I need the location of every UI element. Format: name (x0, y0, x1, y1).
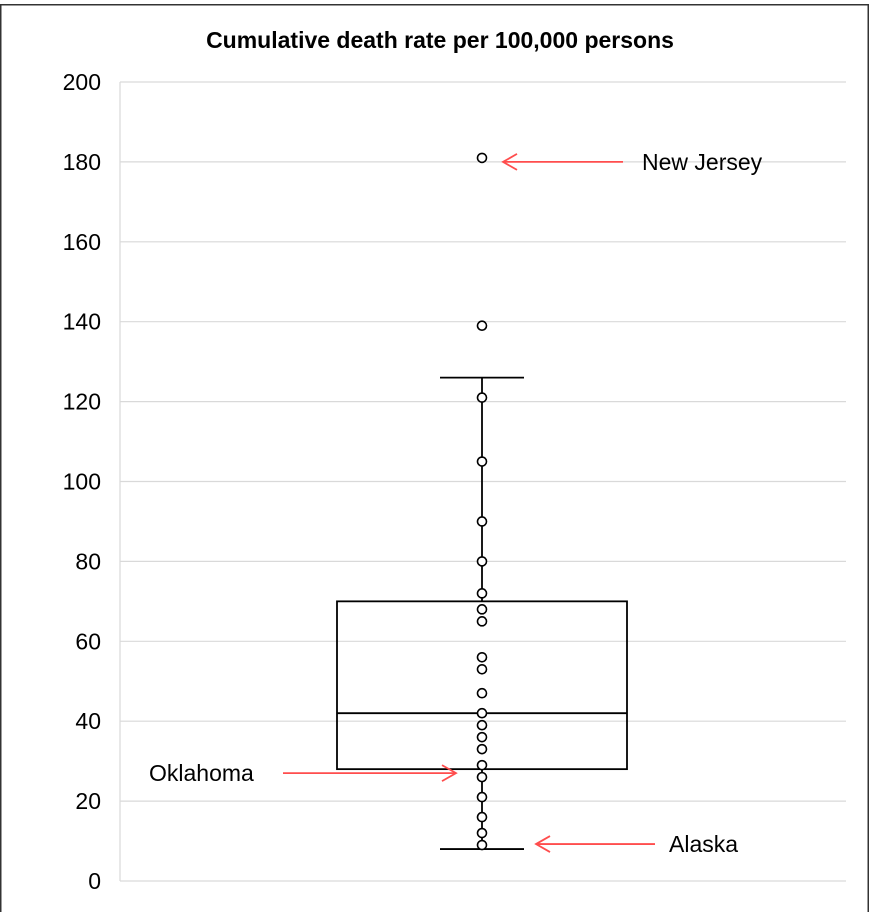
chart-title: Cumulative death rate per 100,000 person… (206, 27, 674, 53)
y-tick-label-60: 60 (75, 628, 101, 654)
data-point-1 (476, 320, 488, 331)
data-point-7 (476, 604, 488, 615)
data-points (476, 152, 488, 851)
annotation-alaska: Alaska (534, 831, 738, 857)
y-axis-tick-labels: 0 20 40 60 80 100 120 140 160 180 200 (63, 69, 101, 894)
data-point-11 (476, 687, 488, 699)
y-tick-label-180: 180 (63, 149, 101, 175)
data-point-20 (476, 827, 488, 839)
data-point-17 (476, 771, 488, 783)
annotation-arrowhead-new-jersey (501, 153, 518, 171)
y-tick-label-140: 140 (63, 309, 101, 335)
y-tick-label-200: 200 (63, 69, 101, 95)
y-tick-label-40: 40 (75, 708, 101, 734)
annotation-arrowhead-alaska (534, 835, 551, 853)
y-tick-label-120: 120 (63, 389, 101, 415)
data-point-21 (476, 839, 488, 851)
chart-border (0, 4, 869, 917)
y-tick-label-160: 160 (63, 229, 101, 255)
y-tick-label-0: 0 (88, 868, 101, 894)
data-point-14 (476, 731, 488, 743)
annotations: New Jersey Oklahoma Alaska (149, 149, 763, 857)
y-tick-label-20: 20 (75, 788, 101, 814)
annotation-label-new-jersey: New Jersey (642, 149, 763, 175)
data-point-15 (476, 743, 488, 755)
data-point-9 (476, 651, 488, 663)
annotation-oklahoma: Oklahoma (149, 760, 458, 786)
data-point-4 (476, 516, 488, 527)
data-point-5 (476, 556, 488, 567)
data-point-8 (476, 616, 488, 627)
data-point-0 (476, 152, 488, 164)
data-point-13 (476, 719, 488, 731)
annotation-arrowhead-oklahoma (441, 764, 458, 782)
data-point-16 (476, 759, 488, 771)
data-point-19 (476, 811, 488, 823)
data-point-12 (476, 707, 488, 719)
y-tick-label-100: 100 (63, 469, 101, 495)
annotation-new-jersey: New Jersey (501, 149, 763, 175)
data-point-18 (476, 791, 488, 803)
annotation-label-alaska: Alaska (669, 831, 738, 857)
data-point-10 (476, 663, 488, 675)
data-point-6 (476, 588, 488, 599)
annotation-label-oklahoma: Oklahoma (149, 760, 254, 786)
y-tick-label-80: 80 (75, 548, 101, 574)
data-point-3 (476, 456, 488, 467)
data-point-2 (476, 392, 488, 403)
